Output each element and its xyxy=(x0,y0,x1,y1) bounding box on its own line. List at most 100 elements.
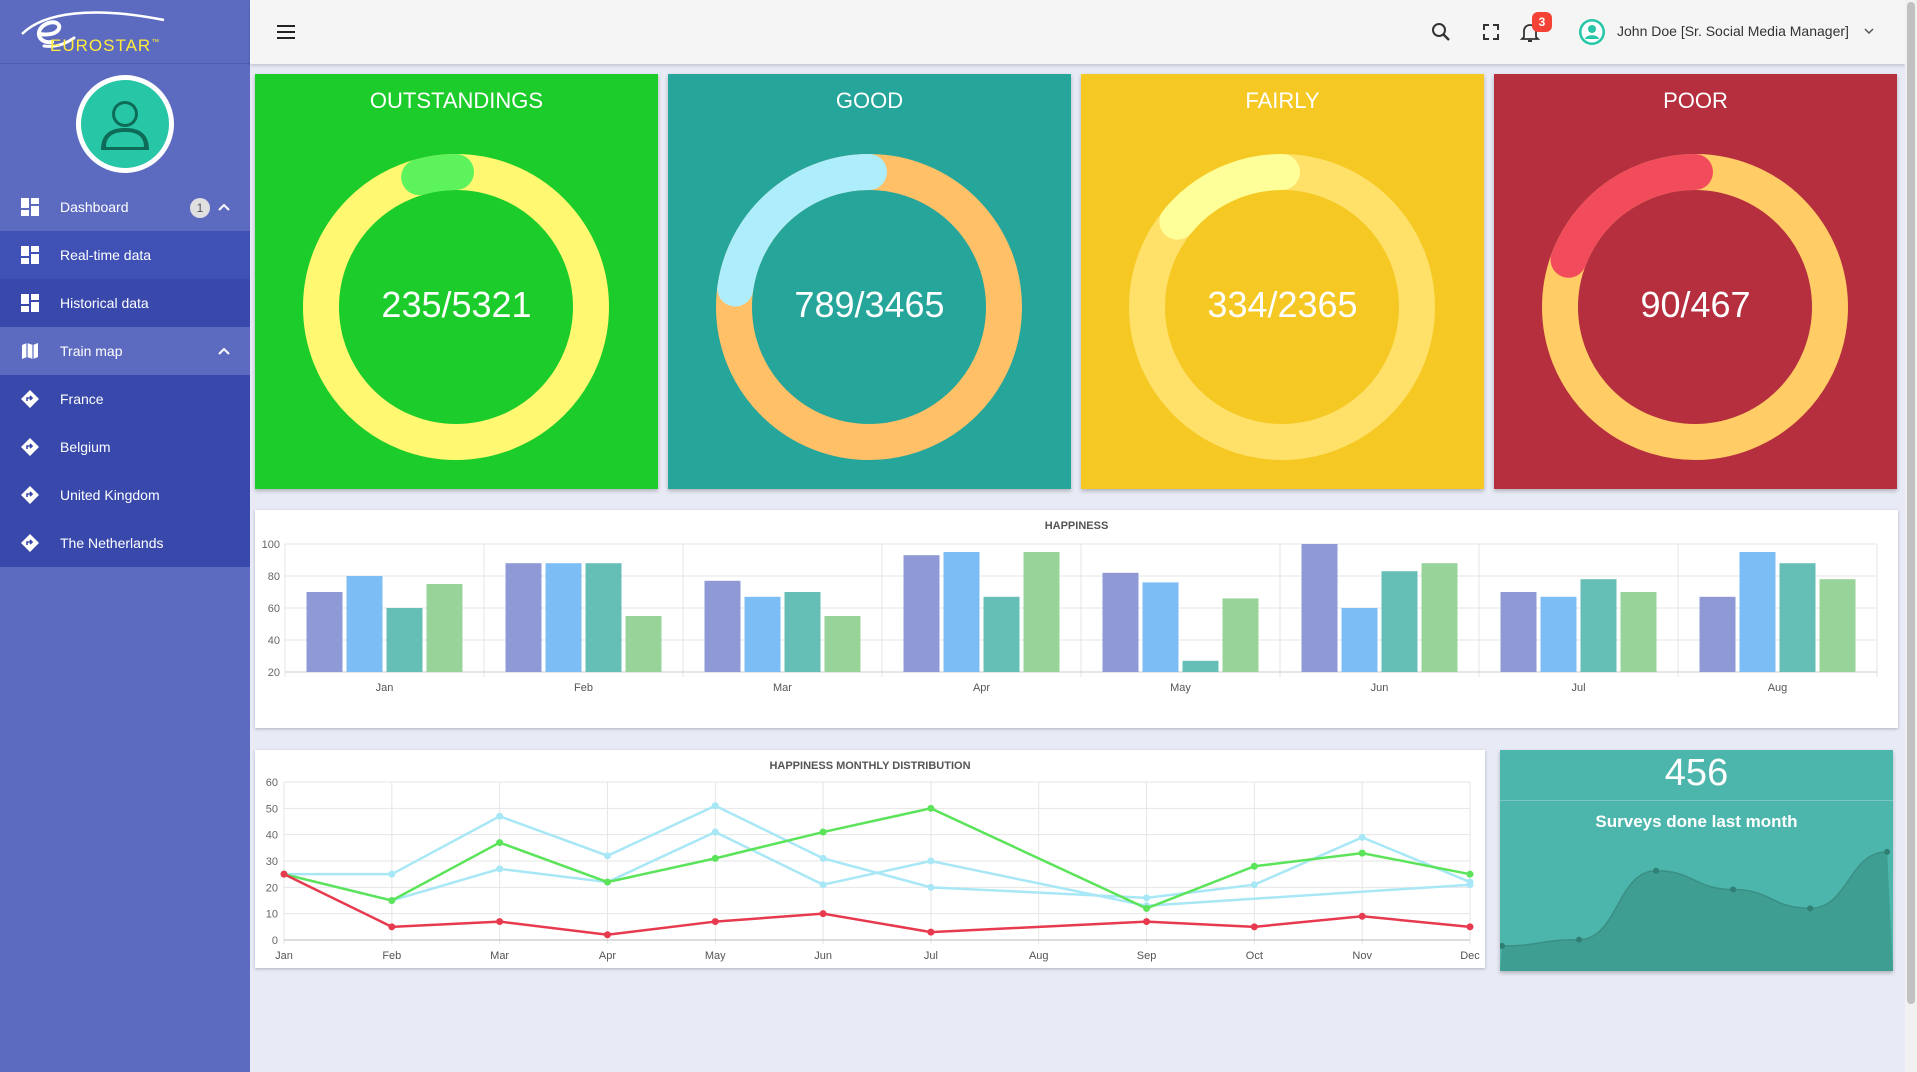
bar[interactable] xyxy=(625,616,662,672)
bar[interactable] xyxy=(1580,579,1617,672)
data-point[interactable] xyxy=(388,897,396,904)
data-point[interactable] xyxy=(927,928,935,936)
bar[interactable] xyxy=(1540,596,1577,672)
data-point[interactable] xyxy=(388,870,396,878)
data-point[interactable] xyxy=(1143,918,1151,926)
data-point[interactable] xyxy=(496,865,504,873)
stat-title: GOOD xyxy=(835,88,904,113)
data-point[interactable] xyxy=(603,878,611,886)
bar[interactable] xyxy=(903,555,940,672)
bar[interactable] xyxy=(704,580,741,672)
bar[interactable] xyxy=(1819,579,1856,672)
data-point[interactable] xyxy=(1653,867,1660,874)
data-point[interactable] xyxy=(1500,942,1505,949)
bar[interactable] xyxy=(744,596,781,672)
data-point[interactable] xyxy=(1576,936,1583,943)
data-point[interactable] xyxy=(819,910,827,918)
data-point[interactable] xyxy=(819,828,827,836)
data-point[interactable] xyxy=(388,923,396,931)
bar[interactable] xyxy=(505,563,542,672)
bar[interactable] xyxy=(1739,552,1776,672)
data-point[interactable] xyxy=(819,881,827,889)
sidebar-item-label: United Kingdom xyxy=(60,487,160,503)
page-scrollbar[interactable] xyxy=(1905,0,1917,1072)
bar[interactable] xyxy=(1699,596,1736,672)
scrollbar-thumb[interactable] xyxy=(1907,2,1915,1004)
sidebar-item-dashboard[interactable]: Dashboard 1 xyxy=(0,183,250,231)
data-point[interactable] xyxy=(1466,923,1474,931)
data-point[interactable] xyxy=(1730,886,1737,893)
sidebar-item-realtime-data[interactable]: Real-time data xyxy=(0,231,250,279)
data-point[interactable] xyxy=(1884,848,1891,855)
sidebar-item-france[interactable]: France xyxy=(0,375,250,423)
bar[interactable] xyxy=(1381,571,1418,672)
data-point[interactable] xyxy=(603,931,611,939)
data-point[interactable] xyxy=(280,870,288,878)
bar[interactable] xyxy=(1102,572,1139,672)
bar[interactable] xyxy=(346,576,383,672)
data-point[interactable] xyxy=(496,839,504,847)
data-point[interactable] xyxy=(1807,905,1814,912)
data-point[interactable] xyxy=(1358,833,1366,841)
stat-title: OUTSTANDINGS xyxy=(369,88,544,113)
data-point[interactable] xyxy=(711,854,719,862)
data-point[interactable] xyxy=(711,828,719,836)
fullscreen-icon[interactable] xyxy=(1479,20,1503,44)
data-point[interactable] xyxy=(819,854,827,862)
bar[interactable] xyxy=(1182,660,1219,672)
avatar-circle xyxy=(81,80,169,168)
bar[interactable] xyxy=(426,584,463,672)
bar[interactable] xyxy=(545,563,582,672)
bar[interactable] xyxy=(824,616,861,672)
chevron-down-icon[interactable] xyxy=(1862,24,1876,38)
sidebar-item-belgium[interactable]: Belgium xyxy=(0,423,250,471)
bar[interactable] xyxy=(1500,592,1537,672)
bar[interactable] xyxy=(1620,592,1657,672)
logo[interactable]: EUROSTAR™ xyxy=(0,0,250,64)
data-point[interactable] xyxy=(1143,894,1151,902)
bar[interactable] xyxy=(1421,563,1458,672)
data-point[interactable] xyxy=(1466,881,1474,889)
data-point[interactable] xyxy=(927,804,935,812)
data-point[interactable] xyxy=(1143,904,1151,912)
bar[interactable] xyxy=(1023,552,1060,672)
bar[interactable] xyxy=(1341,608,1378,672)
data-point[interactable] xyxy=(711,802,719,810)
sidebar-item-train-map[interactable]: Train map xyxy=(0,327,250,375)
bar[interactable] xyxy=(943,552,980,672)
data-point[interactable] xyxy=(927,883,935,891)
data-point[interactable] xyxy=(1250,923,1258,931)
bar[interactable] xyxy=(1142,582,1179,672)
data-point[interactable] xyxy=(1466,870,1474,878)
bar[interactable] xyxy=(1222,598,1259,672)
search-icon[interactable] xyxy=(1429,20,1453,44)
bar[interactable] xyxy=(1779,563,1816,672)
bar[interactable] xyxy=(983,596,1020,672)
sidebar-item-historical-data[interactable]: Historical data xyxy=(0,279,250,327)
sidebar-item-united-kingdom[interactable]: United Kingdom xyxy=(0,471,250,519)
data-point[interactable] xyxy=(1250,881,1258,889)
data-point[interactable] xyxy=(1250,862,1258,870)
data-point[interactable] xyxy=(1358,849,1366,857)
bar[interactable] xyxy=(585,563,622,672)
y-tick-label: 50 xyxy=(266,803,278,815)
data-point[interactable] xyxy=(496,918,504,926)
x-tick-label: May xyxy=(1170,682,1191,694)
data-point[interactable] xyxy=(711,918,719,926)
data-point[interactable] xyxy=(927,857,935,865)
bar[interactable] xyxy=(386,608,423,672)
data-point[interactable] xyxy=(1358,912,1366,920)
chevron-up-icon[interactable] xyxy=(216,199,232,215)
user-avatar-icon[interactable] xyxy=(1578,18,1606,46)
bar[interactable] xyxy=(1301,544,1338,672)
chevron-up-icon[interactable] xyxy=(216,343,232,359)
sidebar-avatar[interactable] xyxy=(76,75,174,173)
user-name[interactable]: John Doe [Sr. Social Media Manager] xyxy=(1617,23,1849,39)
bar[interactable] xyxy=(784,592,821,672)
menu-icon[interactable] xyxy=(274,20,298,44)
data-point[interactable] xyxy=(496,812,504,820)
x-tick-label: Apr xyxy=(599,950,616,962)
data-point[interactable] xyxy=(603,852,611,860)
bar[interactable] xyxy=(306,592,343,672)
sidebar-item-the-netherlands[interactable]: The Netherlands xyxy=(0,519,250,567)
